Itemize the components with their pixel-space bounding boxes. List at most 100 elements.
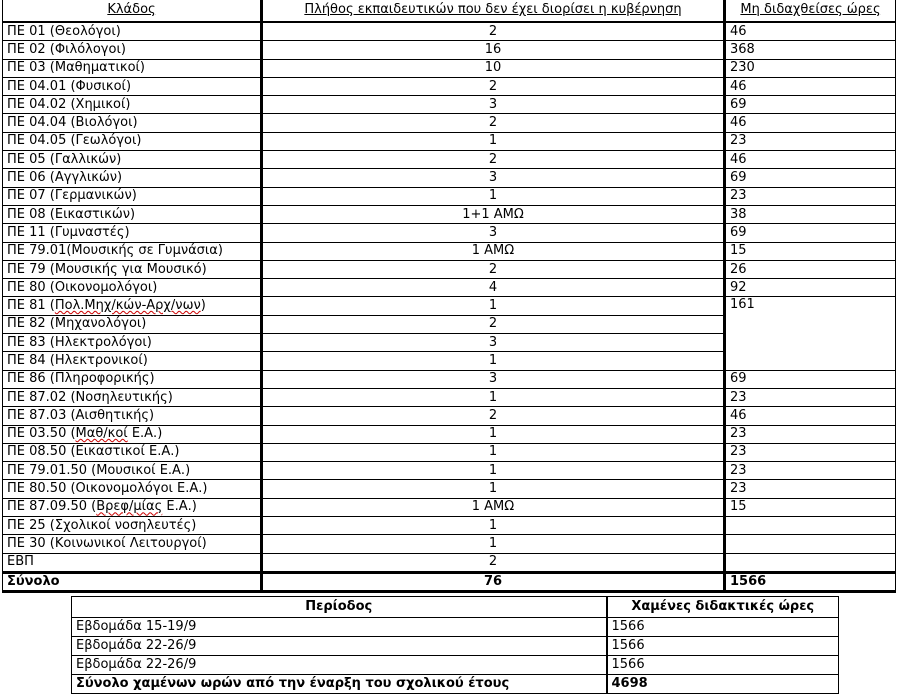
total-label: Σύνολο bbox=[2, 570, 262, 593]
count-cell: 1 ΑΜΩ bbox=[260, 497, 726, 518]
table-row: ΠΕ 01 (Θεολόγοι) 2 46 bbox=[2, 21, 896, 42]
hours-cell: 15 bbox=[724, 497, 896, 518]
branch-cell: ΠΕ 87.02 (Νοσηλευτικής) bbox=[2, 387, 262, 408]
header-branch: Κλάδος bbox=[2, 0, 262, 23]
branch-abbrev: Βρεφ/μίας bbox=[96, 499, 163, 515]
periods-table: Περίοδος Χαμένες διδακτικές ώρες Εβδομάδ… bbox=[71, 596, 839, 694]
branch-cell: ΠΕ 79.01.50 (Μουσικοί Ε.Α.) bbox=[2, 461, 262, 481]
count-cell: 1 bbox=[260, 442, 726, 463]
hours-cell: 69 bbox=[724, 223, 896, 243]
count-cell: 1 bbox=[260, 387, 726, 408]
hours-cell: 15 bbox=[724, 241, 896, 261]
table-row: ΠΕ 30 (Κοινωνικοί Λειτουργοί) 1 bbox=[2, 534, 896, 554]
branch-cell: ΠΕ 25 (Σχολικοί νοσηλευτές) bbox=[2, 516, 262, 536]
header-period: Περίοδος bbox=[71, 596, 608, 618]
hours-cell: 23 bbox=[724, 479, 896, 499]
branch-cell: ΠΕ 03 (Μαθηματικοί) bbox=[2, 58, 262, 78]
count-cell: 1 bbox=[260, 131, 726, 152]
branch-cell: ΠΕ 84 (Ηλεκτρονικοί) bbox=[2, 351, 262, 371]
branch-cell: ΠΕ 80.50 (Οικονομολόγοι Ε.Α.) bbox=[2, 479, 262, 499]
table-row: ΠΕ 04.01 (Φυσικοί) 2 46 bbox=[2, 76, 896, 97]
count-cell: 3 bbox=[260, 333, 726, 353]
table-row: ΠΕ 08.50 (Εικαστικοί Ε.Α.) 1 23 bbox=[2, 442, 896, 463]
hours-cell bbox=[724, 534, 896, 554]
period-cell: Εβδομάδα 22-26/9 bbox=[71, 655, 608, 675]
hours-cell: 46 bbox=[724, 150, 896, 170]
branch-cell: ΠΕ 08.50 (Εικαστικοί Ε.Α.) bbox=[2, 442, 262, 463]
header-row: Περίοδος Χαμένες διδακτικές ώρες bbox=[71, 596, 839, 618]
table-row: ΠΕ 80.50 (Οικονομολόγοι Ε.Α.) 1 23 bbox=[2, 479, 896, 499]
count-cell: 1 bbox=[260, 296, 726, 316]
branch-cell: ΠΕ 86 (Πληροφορικής) bbox=[2, 369, 262, 389]
count-cell: 2 bbox=[260, 259, 726, 280]
count-cell: 1 bbox=[260, 461, 726, 481]
header-count: Πλήθος εκπαιδευτικών που δεν έχει διορίσ… bbox=[260, 0, 726, 23]
total-count: 76 bbox=[260, 570, 726, 593]
branch-cell: ΠΕ 04.05 (Γεωλόγοι) bbox=[2, 131, 262, 152]
branch-cell: ΠΕ 03.50 (Μαθ/κοί Ε.Α.) bbox=[2, 424, 262, 444]
hours-cell: 46 bbox=[724, 21, 896, 42]
table-row: ΠΕ 05 (Γαλλικών) 2 46 bbox=[2, 150, 896, 170]
hours-cell: 69 bbox=[724, 168, 896, 188]
table-row: ΠΕ 87.03 (Αισθητικής) 2 46 bbox=[2, 406, 896, 426]
count-cell: 3 bbox=[260, 369, 726, 389]
table-row: Εβδομάδα 15-19/9 1566 bbox=[71, 617, 839, 637]
header-lost-hours: Χαμένες διδακτικές ώρες bbox=[606, 596, 839, 618]
lost-hours-cell: 1566 bbox=[606, 655, 839, 675]
count-cell: 3 bbox=[260, 168, 726, 188]
count-cell: 2 bbox=[260, 150, 726, 170]
table-row: ΠΕ 86 (Πληροφορικής) 3 69 bbox=[2, 369, 896, 389]
table-row: Εβδομάδα 22-26/9 1566 bbox=[71, 636, 839, 656]
hours-cell: 161 bbox=[724, 296, 896, 371]
branch-cell: ΠΕ 04.01 (Φυσικοί) bbox=[2, 76, 262, 97]
hours-cell: 368 bbox=[724, 40, 896, 60]
count-cell: 2 bbox=[260, 21, 726, 42]
count-cell: 2 bbox=[260, 552, 726, 573]
lost-hours-cell: 1566 bbox=[606, 636, 839, 656]
header-row: Κλάδος Πλήθος εκπαιδευτικών που δεν έχει… bbox=[2, 0, 896, 23]
table-row: ΠΕ 25 (Σχολικοί νοσηλευτές) 1 bbox=[2, 516, 896, 536]
branch-cell: ΠΕ 87.03 (Αισθητικής) bbox=[2, 406, 262, 426]
branch-abbrev: Πολ.Μηχ/κών-Αρχ/νων bbox=[54, 298, 201, 314]
branch-cell: ΠΕ 04.04 (Βιολόγοι) bbox=[2, 113, 262, 133]
count-cell: 1 bbox=[260, 534, 726, 554]
period-cell: Εβδομάδα 22-26/9 bbox=[71, 636, 608, 656]
table-row: ΠΕ 79.01(Μουσικής σε Γυμνάσια) 1 ΑΜΩ 15 bbox=[2, 241, 896, 261]
hours-cell: 23 bbox=[724, 442, 896, 463]
count-cell: 2 bbox=[260, 314, 726, 335]
total-row: Σύνολο 76 1566 bbox=[2, 570, 896, 593]
branch-cell: ΠΕ 04.02 (Χημικοί) bbox=[2, 95, 262, 115]
branch-cell: ΠΕ 87.09.50 (Βρεφ/μίας Ε.Α.) bbox=[2, 497, 262, 518]
branch-cell: ΠΕ 83 (Ηλεκτρολόγοι) bbox=[2, 333, 262, 353]
branch-cell: ΠΕ 79 (Μουσικής για Μουσικό) bbox=[2, 259, 262, 280]
hours-cell: 69 bbox=[724, 95, 896, 115]
hours-cell: 23 bbox=[724, 186, 896, 206]
branch-cell: ΠΕ 82 (Μηχανολόγοι) bbox=[2, 314, 262, 335]
count-cell: 2 bbox=[260, 76, 726, 97]
branch-cell: ΠΕ 02 (Φιλόλογοι) bbox=[2, 40, 262, 60]
count-cell: 2 bbox=[260, 113, 726, 133]
table-row: ΠΕ 03.50 (Μαθ/κοί Ε.Α.) 1 23 bbox=[2, 424, 896, 444]
count-cell: 1 bbox=[260, 424, 726, 444]
table-row: Εβδομάδα 22-26/9 1566 bbox=[71, 655, 839, 675]
table-row: ΠΕ 08 (Εικαστικών) 1+1 ΑΜΩ 38 bbox=[2, 204, 896, 225]
hours-cell bbox=[724, 552, 896, 573]
table-row: ΠΕ 11 (Γυμναστές) 3 69 bbox=[2, 223, 896, 243]
branch-cell: ΠΕ 79.01(Μουσικής σε Γυμνάσια) bbox=[2, 241, 262, 261]
table-row: ΠΕ 06 (Αγγλικών) 3 69 bbox=[2, 168, 896, 188]
total-row: Σύνολο χαμένων ωρών από την έναρξη του σ… bbox=[71, 674, 839, 694]
count-cell: 2 bbox=[260, 406, 726, 426]
count-cell: 3 bbox=[260, 95, 726, 115]
teachers-table: Κλάδος Πλήθος εκπαιδευτικών που δεν έχει… bbox=[2, 0, 896, 593]
table-row: ΠΕ 79 (Μουσικής για Μουσικό) 2 26 bbox=[2, 259, 896, 280]
table-row: ΠΕ 07 (Γερμανικών) 1 23 bbox=[2, 186, 896, 206]
table-row: ΠΕ 04.04 (Βιολόγοι) 2 46 bbox=[2, 113, 896, 133]
branch-cell: ΠΕ 06 (Αγγλικών) bbox=[2, 168, 262, 188]
hours-cell: 23 bbox=[724, 387, 896, 408]
hours-cell: 26 bbox=[724, 259, 896, 280]
hours-cell: 46 bbox=[724, 76, 896, 97]
count-cell: 1+1 ΑΜΩ bbox=[260, 204, 726, 225]
branch-cell: ΠΕ 07 (Γερμανικών) bbox=[2, 186, 262, 206]
count-cell: 1 bbox=[260, 479, 726, 499]
total-label: Σύνολο χαμένων ωρών από την έναρξη του σ… bbox=[71, 674, 608, 694]
